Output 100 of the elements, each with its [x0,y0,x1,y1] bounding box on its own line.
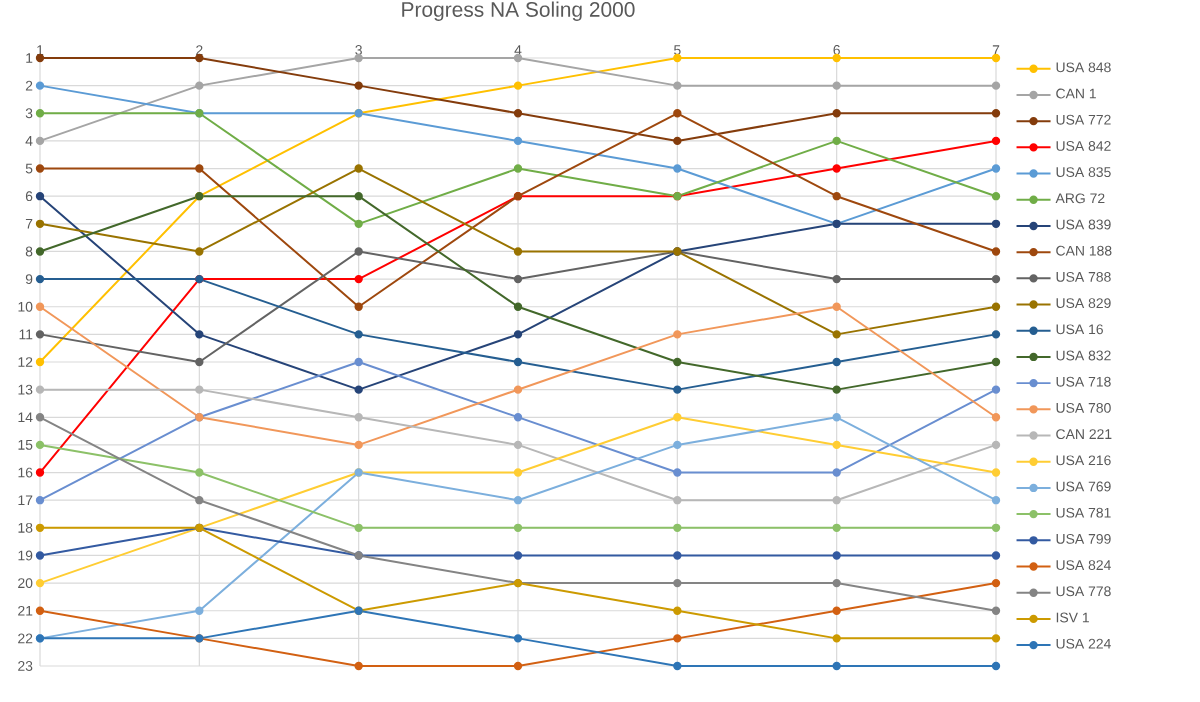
point [35,192,45,201]
point [832,136,841,146]
point [354,302,363,311]
point [195,468,204,477]
point [673,551,682,560]
point [354,413,363,422]
point [513,357,523,367]
point [195,496,204,505]
point [991,661,1001,671]
point [832,302,841,311]
point [991,274,1001,284]
point [832,523,841,533]
point [354,330,363,339]
point [832,661,841,671]
point [354,219,363,229]
point [991,468,1001,477]
point [513,468,523,477]
point [513,164,523,173]
point [35,468,45,477]
point [195,330,204,339]
point [991,330,1001,339]
chart-title: Progress NA Soling 2000 [402,1,635,22]
point [35,219,45,229]
point [673,634,682,643]
point [513,330,523,339]
point [354,523,363,533]
point [354,192,363,201]
point [195,164,204,173]
point [991,551,1001,560]
point [35,164,45,173]
point [991,219,1001,229]
point [673,136,682,146]
point [991,523,1001,533]
point [673,164,682,173]
point [35,440,45,450]
point [673,578,682,588]
point [35,81,45,90]
point [991,440,1001,450]
point [513,661,523,671]
point [832,634,841,643]
point [832,109,841,118]
point [513,413,523,422]
point [35,330,45,339]
point [673,109,682,118]
point [195,247,204,256]
point [991,357,1001,367]
point [35,496,45,505]
point [991,496,1001,505]
point [35,385,45,394]
point [832,578,841,588]
point [513,523,523,533]
point [991,136,1001,146]
point [35,578,45,588]
point [991,109,1001,118]
point [513,109,523,118]
point [195,81,204,90]
point [991,302,1001,311]
point [35,606,45,615]
point [832,496,841,505]
point [35,109,45,118]
point [673,661,682,671]
point [991,413,1001,422]
point [673,330,682,339]
point [513,302,523,311]
point [354,81,363,90]
point [513,385,523,394]
point [35,136,45,146]
point [991,606,1001,615]
point [673,523,682,533]
point [354,385,363,394]
point [354,164,363,173]
point [354,357,363,367]
point [35,274,45,284]
point [354,247,363,256]
point [991,634,1001,643]
point [673,357,682,367]
point [35,247,45,256]
point [832,606,841,615]
point [991,578,1001,588]
point [832,468,841,477]
point [832,357,841,367]
point [673,81,682,90]
point [991,164,1001,173]
point [513,496,523,505]
point [832,551,841,560]
point [513,247,523,256]
point [354,274,363,284]
point [673,385,682,394]
point [513,551,523,560]
point [832,440,841,450]
point [832,413,841,422]
point [832,385,841,394]
point [991,81,1001,90]
point [35,357,45,367]
point [513,634,523,643]
point [991,247,1001,256]
point [832,81,841,90]
point [513,81,523,90]
point [673,440,682,450]
point [513,274,523,284]
